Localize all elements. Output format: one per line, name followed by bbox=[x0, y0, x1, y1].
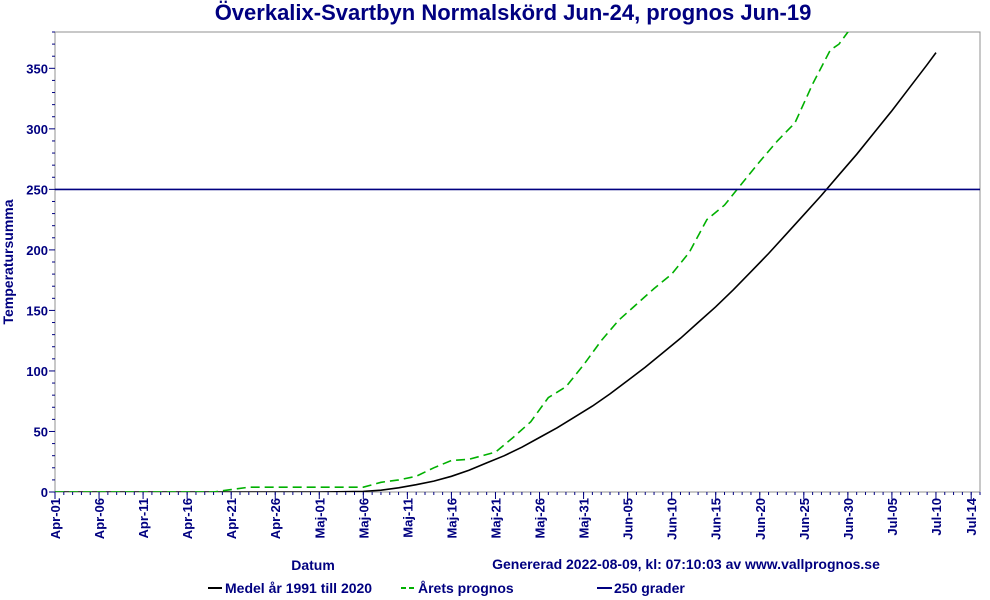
x-axis: Apr-01 Apr-06 Apr-11 Apr-16 Apr-21 Apr-26 Maj-… bbox=[48, 492, 981, 540]
plot-area bbox=[54, 31, 981, 493]
generated-note: Genererad 2022-08-09, kl: 07:10:03 av ww… bbox=[492, 556, 880, 572]
x-tick-label: Maj-21 bbox=[488, 498, 503, 538]
x-tick-label: Jun-30 bbox=[841, 498, 856, 540]
x-tick-label: Apr-11 bbox=[136, 498, 151, 538]
x-tick-label: Apr-01 bbox=[48, 498, 63, 539]
legend-label-250: 250 grader bbox=[614, 580, 685, 596]
x-tick-label: Maj-06 bbox=[356, 498, 371, 538]
x-tick-label: Jul-05 bbox=[885, 498, 900, 536]
y-tick-label: 100 bbox=[26, 364, 48, 379]
x-tick-label: Jun-05 bbox=[621, 498, 636, 540]
legend-label-prognos: Årets prognos bbox=[418, 580, 514, 596]
x-tick-label: Maj-01 bbox=[312, 498, 327, 538]
y-tick-label: 350 bbox=[26, 61, 48, 76]
x-tick-label: Maj-16 bbox=[444, 498, 459, 538]
y-tick-label: 50 bbox=[34, 424, 48, 439]
x-tick-label: Apr-26 bbox=[268, 498, 283, 539]
x-tick-label: Jul-10 bbox=[929, 498, 944, 536]
y-axis-label: Temperatursumma bbox=[0, 199, 16, 324]
legend-label-medel: Medel år 1991 till 2020 bbox=[225, 580, 372, 596]
x-tick-label: Jun-10 bbox=[665, 498, 680, 540]
y-tick-label: 150 bbox=[26, 303, 48, 318]
y-tick-label: 300 bbox=[26, 122, 48, 137]
x-tick-label: Maj-26 bbox=[533, 498, 548, 538]
x-tick-label: Jun-15 bbox=[709, 498, 724, 540]
x-tick-label: Jul-14 bbox=[964, 497, 979, 535]
legend: Medel år 1991 till 2020 Årets prognos 25… bbox=[208, 580, 685, 596]
y-axis: 0 50 100 150 200 250 300 350 bbox=[26, 31, 55, 500]
series-line-prognos bbox=[55, 32, 849, 492]
x-axis-label: Datum bbox=[291, 557, 335, 573]
series-line-medel bbox=[55, 52, 937, 492]
x-tick-label: Maj-31 bbox=[577, 498, 592, 538]
y-tick-label: 250 bbox=[26, 182, 48, 197]
x-tick-label: Apr-21 bbox=[224, 498, 239, 539]
y-tick-label: 0 bbox=[41, 485, 48, 500]
y-tick-label: 200 bbox=[26, 243, 48, 258]
chart-title: Överkalix-Svartbyn Normalskörd Jun-24, p… bbox=[215, 0, 812, 25]
x-tick-label: Maj-11 bbox=[400, 498, 415, 538]
plot-lines bbox=[55, 32, 980, 492]
x-tick-label: Apr-16 bbox=[180, 498, 195, 539]
x-tick-label: Jun-25 bbox=[797, 498, 812, 540]
x-tick-label: Apr-06 bbox=[92, 498, 107, 539]
x-tick-label: Jun-20 bbox=[753, 498, 768, 540]
